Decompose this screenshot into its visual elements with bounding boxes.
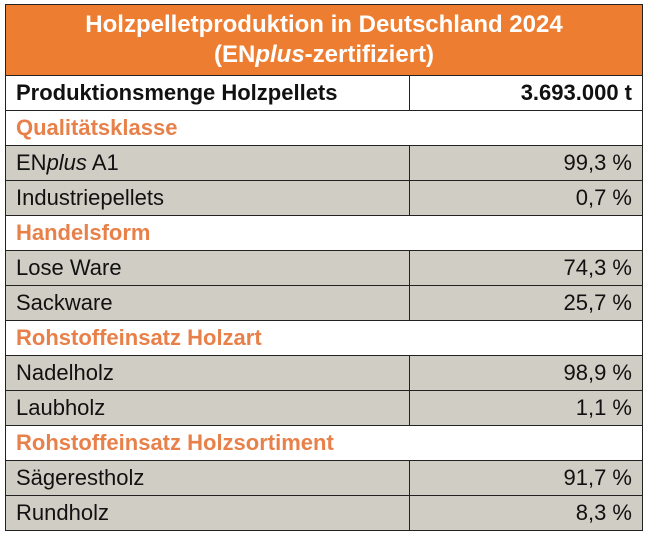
row-label-part: EN [16, 150, 47, 175]
row-value: 25,7 % [409, 285, 643, 321]
row-value: 0,7 % [409, 180, 643, 216]
table-row: Nadelholz 98,9 % [5, 355, 643, 391]
table-row: ENplus A1 99,3 % [5, 145, 643, 181]
row-value: 8,3 % [409, 495, 643, 531]
table-row: Industriepellets 0,7 % [5, 180, 643, 216]
production-label: Produktionsmenge Holzpellets [5, 75, 410, 111]
row-label: Sackware [5, 285, 410, 321]
row-label-part: plus [46, 150, 87, 175]
production-value: 3.693.000 t [409, 75, 643, 111]
title-suffix: -zertifiziert) [304, 41, 435, 68]
title-italic: plus [255, 41, 305, 68]
table-row: Sägerestholz 91,7 % [5, 460, 643, 496]
section-header-row: Rohstoffeinsatz Holzsortiment [5, 425, 643, 461]
table-row: Laubholz 1,1 % [5, 390, 643, 426]
section-title: Rohstoffeinsatz Holzsortiment [5, 425, 643, 461]
row-value: 99,3 % [409, 145, 643, 181]
row-label: Laubholz [5, 390, 410, 426]
table-title-row: Holzpelletproduktion in Deutschland 2024… [5, 4, 643, 76]
table-row: Lose Ware 74,3 % [5, 250, 643, 286]
row-value: 1,1 % [409, 390, 643, 426]
table-title: Holzpelletproduktion in Deutschland 2024… [5, 4, 643, 76]
row-label: ENplus A1 [5, 145, 410, 181]
row-label: Industriepellets [5, 180, 410, 216]
table-row: Sackware 25,7 % [5, 285, 643, 321]
section-title: Rohstoffeinsatz Holzart [5, 320, 643, 356]
title-line-1: Holzpelletproduktion in Deutschland 2024 [85, 11, 563, 38]
row-label: Rundholz [5, 495, 410, 531]
row-label: Sägerestholz [5, 460, 410, 496]
table-row: Rundholz 8,3 % [5, 495, 643, 531]
section-title: Qualitätsklasse [5, 110, 643, 146]
production-row: Produktionsmenge Holzpellets 3.693.000 t [5, 75, 643, 111]
row-value: 91,7 % [409, 460, 643, 496]
section-header-row: Qualitätsklasse [5, 110, 643, 146]
section-header-row: Rohstoffeinsatz Holzart [5, 320, 643, 356]
row-label-part: A1 [86, 150, 119, 175]
row-label: Lose Ware [5, 250, 410, 286]
row-value: 98,9 % [409, 355, 643, 391]
section-header-row: Handelsform [5, 215, 643, 251]
row-value: 74,3 % [409, 250, 643, 286]
pellet-production-table: Holzpelletproduktion in Deutschland 2024… [5, 4, 643, 531]
section-title: Handelsform [5, 215, 643, 251]
row-label: Nadelholz [5, 355, 410, 391]
title-prefix: (EN [213, 41, 256, 68]
